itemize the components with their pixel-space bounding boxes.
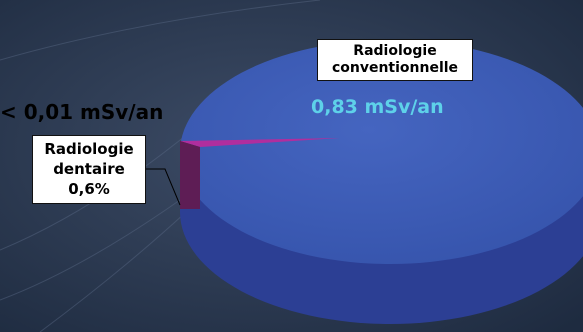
dental-label: Radiologie dentaire 0,6% [32, 135, 146, 204]
dental-label-line3: 0,6% [68, 180, 110, 198]
dental-leader-line [146, 168, 181, 206]
dental-value: < 0,01 mSv/an [0, 100, 164, 124]
dental-label-line1: Radiologie [44, 140, 134, 158]
conventional-slice [180, 40, 583, 264]
conventional-label: Radiologie conventionnelle [317, 39, 473, 81]
dental-slice-face [180, 141, 200, 209]
dental-label-line2: dentaire [53, 160, 125, 178]
conventional-label-line1: Radiologie [353, 43, 437, 59]
dental-slice [180, 138, 340, 147]
conventional-value: 0,83 mSv/an [311, 96, 444, 118]
conventional-label-line2: conventionnelle [331, 60, 459, 76]
